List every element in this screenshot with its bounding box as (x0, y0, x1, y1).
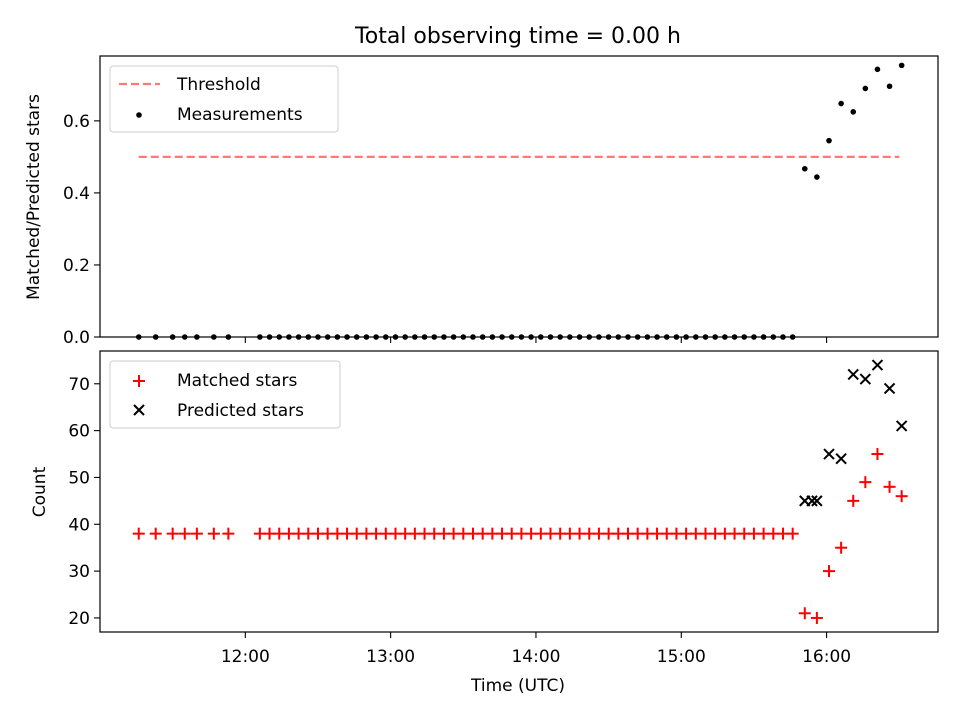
top-panel: 0.0 0.2 0.4 0.6 Matched/Predicted stars Thr… (24, 55, 939, 348)
predicted-star-point (806, 495, 818, 507)
bottom-panel: 20 30 40 50 60 70 12:00 13:00 14:00 15:00 16:00 Co… (30, 350, 939, 696)
ytick-label: 70 (68, 375, 90, 395)
matched-star-point (178, 527, 191, 540)
bottom-legend-box (109, 360, 341, 429)
ytick-label: 30 (68, 562, 90, 582)
xtick-label: 16:00 (802, 647, 851, 667)
matched-star-point (132, 527, 145, 540)
xtick-label: 13:00 (366, 647, 415, 667)
predicted-star-point (871, 359, 884, 371)
top-ylabel: Matched/Predicted stars (24, 94, 44, 300)
bottom-axes-frame (99, 350, 939, 633)
predicted-star-point (883, 382, 896, 395)
measurement-point (850, 109, 857, 115)
ytick-label: 0.0 (63, 328, 90, 348)
xtick-label: 15:00 (657, 647, 706, 667)
measurement-point (814, 174, 820, 180)
legend-measurements-label: Measurements (177, 105, 303, 125)
matched-star-point (149, 527, 162, 540)
predicted-star-point (895, 420, 908, 432)
legend-threshold-label: Threshold (176, 75, 261, 95)
ytick-label: 0.2 (63, 256, 90, 276)
legend-matched-label: Matched stars (177, 371, 297, 391)
bottom-legend: Matched stars Predicted stars (109, 360, 341, 429)
xtick-label: 14:00 (511, 647, 560, 667)
ytick-label: 0.6 (63, 112, 90, 132)
predicted-star-point (847, 368, 859, 381)
matched-star-point (786, 527, 799, 540)
ytick-label: 40 (68, 515, 90, 535)
matched-star-point (859, 476, 872, 489)
matched-star-point (847, 494, 860, 507)
top-axes-frame (99, 55, 939, 338)
predicted-star-point (835, 453, 847, 465)
matched-star-point (871, 448, 884, 461)
xtick-label: 12:00 (221, 647, 270, 667)
matched-star-point (222, 527, 235, 540)
ytick-label: 0.4 (63, 184, 90, 204)
matched-star-point (798, 607, 811, 620)
measurement-point (862, 85, 869, 92)
predicted-star-point (823, 448, 835, 460)
bottom-ylabel: Count (30, 466, 50, 517)
top-legend-box (109, 65, 339, 133)
matched-star-point (207, 527, 220, 540)
ytick-label: 60 (68, 422, 90, 442)
top-legend: Threshold Measurements (109, 65, 339, 133)
measurement-point (898, 62, 905, 69)
legend-matched-swatch (133, 375, 145, 387)
figure-title: Total observing time = 0.00 h (354, 24, 681, 49)
ytick-label: 20 (68, 609, 90, 629)
matched-star-point (835, 541, 848, 554)
measurement-point (874, 66, 881, 73)
matched-star-point (895, 490, 908, 503)
measurement-point (801, 165, 808, 172)
matched-star-point (810, 611, 823, 624)
measurement-point (838, 100, 844, 107)
legend-predicted-label: Predicted stars (177, 401, 304, 421)
matched-star-point (166, 527, 179, 540)
predicted-star-point (859, 373, 872, 385)
x-axis-label: Time (UTC) (470, 676, 565, 696)
measurement-point (886, 83, 893, 90)
matched-star-point (883, 480, 896, 493)
measurement-point (826, 137, 832, 144)
matched-star-point (823, 565, 836, 578)
legend-measurements-swatch (136, 112, 142, 118)
legend-predicted-swatch (133, 404, 145, 416)
matched-star-point (190, 527, 203, 540)
predicted-star-point (811, 495, 823, 507)
ytick-label: 50 (68, 468, 90, 488)
